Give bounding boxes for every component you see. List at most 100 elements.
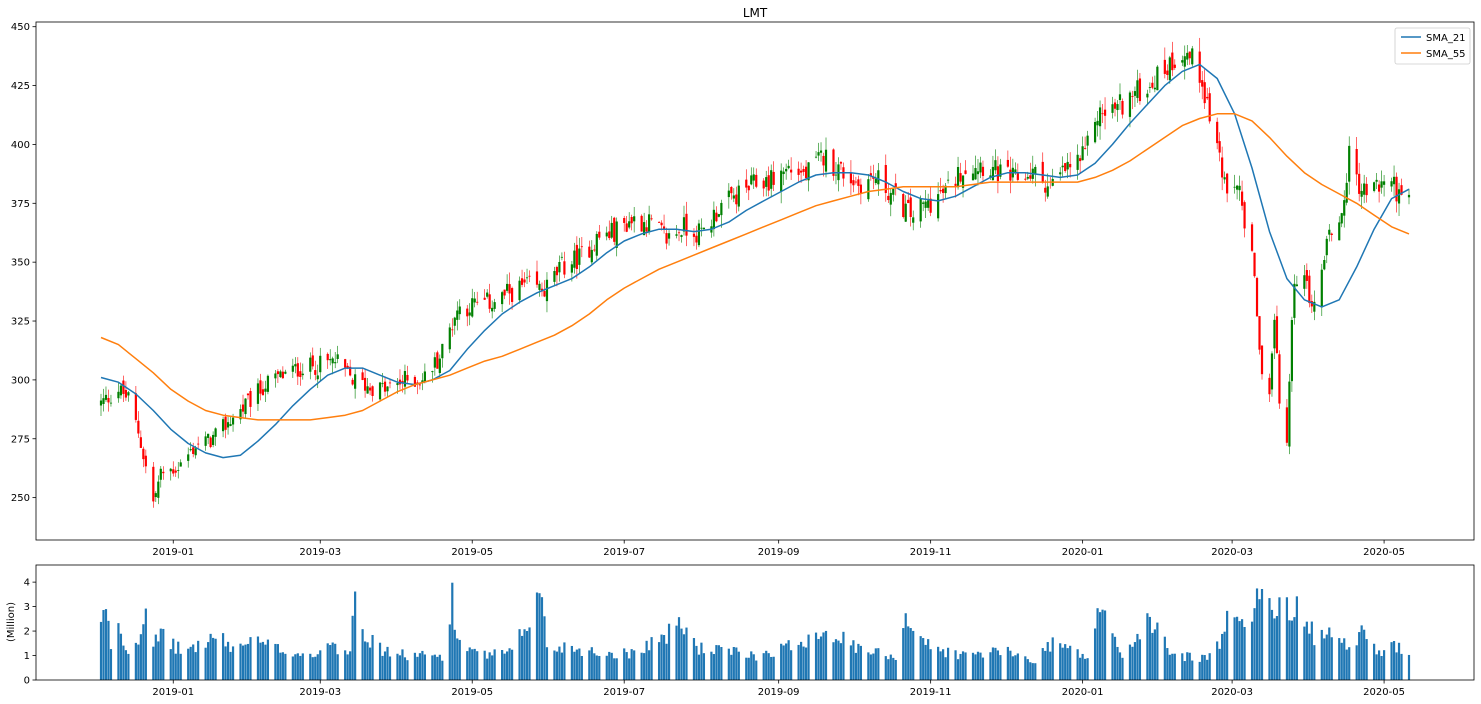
candle-body <box>259 380 262 394</box>
volume-bar <box>261 641 265 680</box>
candle <box>1355 137 1358 186</box>
candle <box>1221 146 1224 191</box>
candle-body <box>593 249 596 251</box>
volume-bar <box>214 638 217 680</box>
volume-bar <box>553 650 556 680</box>
candle <box>1208 87 1211 124</box>
candle <box>772 161 775 191</box>
candle-body <box>152 466 155 502</box>
volume-bar <box>824 630 828 680</box>
volume-bar <box>471 649 474 680</box>
volume-bar <box>817 639 820 680</box>
volume-bar <box>991 647 995 680</box>
volume-bar <box>1064 644 1067 680</box>
candle <box>1041 152 1044 184</box>
volume-bar <box>249 637 252 680</box>
volume-bar <box>799 641 803 680</box>
candle <box>1111 96 1114 119</box>
candle <box>503 289 506 300</box>
volume-bar <box>139 634 142 680</box>
volume-bar <box>1325 634 1328 680</box>
candle-body <box>284 371 287 374</box>
candle-body <box>458 306 461 315</box>
volume-bar <box>1168 654 1171 680</box>
candle <box>964 160 967 175</box>
y-tick-label: 2 <box>24 627 30 638</box>
volume-bar <box>1238 621 1241 680</box>
x-tick-label: 2019-09 <box>758 547 800 558</box>
volume-bar <box>1320 629 1323 680</box>
volume-bar <box>244 644 247 680</box>
volume-bar <box>1355 645 1358 680</box>
candle-body <box>249 391 252 407</box>
volume-bar <box>560 652 564 680</box>
candle-body <box>1081 146 1084 161</box>
candle-body <box>1360 190 1363 197</box>
candle <box>157 475 160 505</box>
candle-body <box>1009 169 1012 181</box>
volume-bar <box>194 652 197 680</box>
candle-body <box>520 278 524 285</box>
volume-bar <box>274 643 277 680</box>
candle <box>1382 175 1386 197</box>
volume-bar <box>645 640 648 680</box>
candle <box>284 369 287 375</box>
x-tick-label: 2019-05 <box>451 547 493 558</box>
volume-bar <box>994 647 997 680</box>
candle-body <box>1079 158 1082 162</box>
candle <box>1407 188 1411 205</box>
candle <box>448 323 451 354</box>
candle <box>1101 103 1104 124</box>
volume-bar <box>942 649 945 680</box>
candle <box>510 286 514 310</box>
volume-bar <box>1061 647 1064 680</box>
candle-body <box>1041 161 1044 183</box>
volume-bar <box>648 650 651 680</box>
candle-body <box>942 188 945 193</box>
volume-bar <box>747 657 750 680</box>
volume-bar <box>316 654 319 680</box>
volume-bar <box>418 653 422 680</box>
candle-body <box>1392 176 1396 185</box>
candle <box>501 290 504 313</box>
candle <box>814 151 818 159</box>
candle-body <box>929 198 932 213</box>
candle-body <box>241 404 245 412</box>
candle <box>770 164 773 198</box>
volume-bar <box>902 628 905 680</box>
volume-bar <box>715 645 718 680</box>
candle <box>645 220 648 237</box>
volume-bar <box>221 633 225 680</box>
candle <box>1240 180 1244 211</box>
candle <box>563 251 566 279</box>
candle <box>1163 47 1166 79</box>
candle <box>1201 71 1204 100</box>
candle <box>657 221 661 223</box>
candle-body <box>471 298 474 317</box>
volume-bar <box>1188 652 1191 680</box>
candle-body <box>575 244 578 270</box>
volume-bar <box>381 655 384 680</box>
candle-body <box>605 232 608 237</box>
candle-body <box>1121 100 1124 115</box>
volume-bar <box>1373 643 1376 680</box>
candle <box>1133 86 1137 107</box>
candle <box>712 201 715 237</box>
volume-bar <box>1275 616 1279 680</box>
candle-body <box>700 227 703 229</box>
candle <box>309 352 312 380</box>
volume-bar <box>508 648 511 680</box>
volume-bar <box>1395 652 1398 680</box>
volume-bar <box>660 634 663 680</box>
candle-body <box>1380 181 1383 188</box>
candle-body <box>545 279 549 302</box>
candle <box>767 166 770 197</box>
candle <box>1029 162 1032 182</box>
candle <box>804 160 808 182</box>
candle <box>127 391 130 402</box>
candle-body <box>361 372 364 381</box>
candle-body <box>648 214 651 232</box>
candle <box>1128 90 1132 128</box>
volume-bar <box>1051 637 1054 680</box>
